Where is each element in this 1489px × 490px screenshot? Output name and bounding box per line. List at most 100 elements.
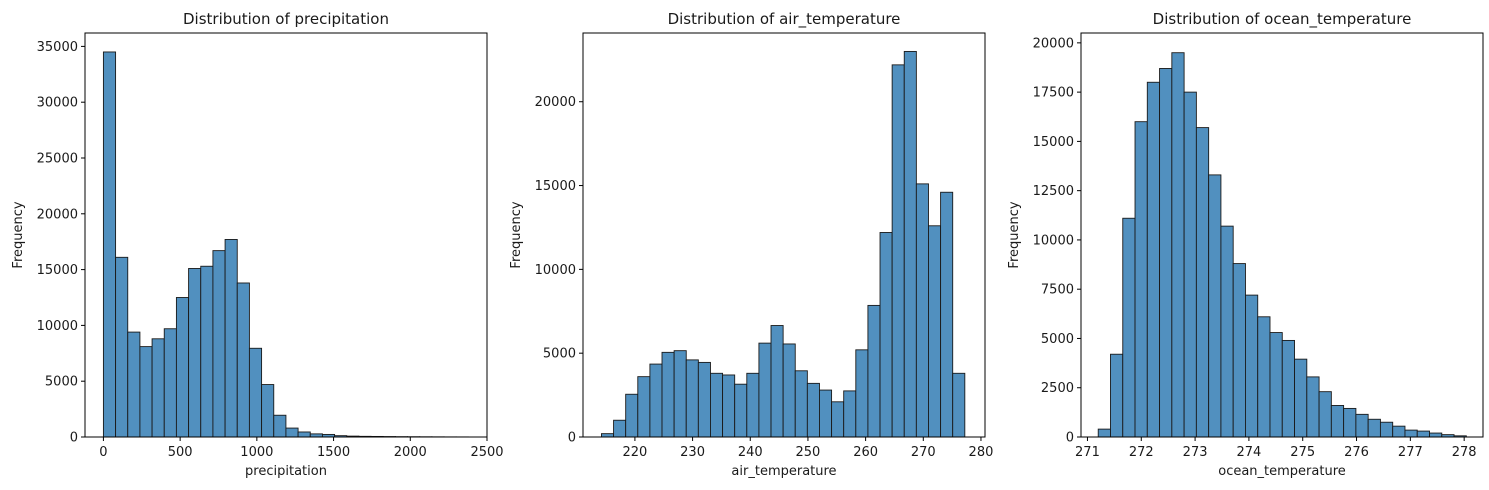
y-tick-label: 10000 <box>535 263 576 278</box>
ocean-temperature-histogram: 271 272 273 274 275 276 277 278 0 2500 5000 7500 100… <box>1007 10 1484 479</box>
x-tick-label: 230 <box>680 445 705 460</box>
histogram-bar <box>1245 294 1259 438</box>
y-tick-label: 5000 <box>1041 332 1074 347</box>
histogram-bar <box>115 256 129 438</box>
axes-frame <box>1080 32 1484 438</box>
histogram-bar <box>1171 52 1185 438</box>
histogram-bar <box>1134 121 1148 438</box>
histogram-bar <box>794 370 808 438</box>
y-tick-label: 0 <box>70 431 78 446</box>
histogram-bar <box>661 351 675 438</box>
histogram-bar <box>697 361 711 438</box>
x-tick-label: 220 <box>622 445 647 460</box>
x-tick-label: 274 <box>1236 445 1261 460</box>
histogram-bar <box>903 50 917 438</box>
y-tick-label: 20000 <box>535 95 576 110</box>
histogram-bar <box>1367 418 1381 438</box>
x-axis-label: air_temperature <box>731 464 836 479</box>
histogram-bar <box>1159 68 1173 438</box>
histogram-bar <box>1183 91 1197 438</box>
y-tick-label: 7500 <box>1041 283 1074 298</box>
histogram-bar <box>867 304 881 438</box>
histogram-bar <box>891 64 905 438</box>
histogram-bar <box>770 325 784 438</box>
histogram-bar <box>649 363 663 438</box>
histogram-bar <box>758 342 772 438</box>
histogram-bar <box>1208 174 1222 438</box>
histogram-bar <box>710 372 724 438</box>
air-temperature-histogram: 220 230 240 250 260 270 280 0 5000 10000 15000 2000… <box>509 10 993 479</box>
histogram-bar <box>224 239 238 438</box>
x-tick-label: 272 <box>1129 445 1154 460</box>
y-tick-label: 5000 <box>543 347 576 362</box>
histogram-bar <box>1318 391 1332 438</box>
histogram-bar <box>1416 430 1430 438</box>
y-axis-label: Frequency <box>11 201 26 268</box>
y-tick-label: 10000 <box>37 319 78 334</box>
histogram-bar <box>819 389 833 438</box>
y-tick-label: 15000 <box>1033 135 1074 150</box>
y-tick-label: 25000 <box>37 151 78 166</box>
axes-frame <box>582 32 986 438</box>
histogram-bar <box>879 232 893 438</box>
histogram-bar <box>285 427 299 438</box>
x-tick-label: 277 <box>1398 445 1423 460</box>
x-tick-label: 0 <box>99 445 107 460</box>
x-tick-label: 260 <box>853 445 878 460</box>
histogram-bar <box>273 414 287 438</box>
histogram-bar <box>188 268 202 438</box>
y-axis-label: Frequency <box>509 201 524 268</box>
histogram-bar <box>806 382 820 438</box>
precipitation-histogram: 0 500 1000 1500 2000 250005000100001500020000… <box>11 10 504 479</box>
histogram-bar <box>625 393 639 438</box>
y-tick-label: 12500 <box>1033 184 1074 199</box>
histogram-bar <box>1122 217 1136 438</box>
histogram-bar <box>1110 353 1124 438</box>
y-tick-label: 20000 <box>1033 36 1074 51</box>
chart-title: Distribution of precipitation <box>183 10 389 28</box>
histogram-bar <box>1330 405 1345 438</box>
histogram-bar <box>1306 376 1320 438</box>
y-tick-label: 10000 <box>1033 233 1074 248</box>
y-tick-label: 15000 <box>535 179 576 194</box>
histogram-bar <box>261 384 275 438</box>
x-tick-label: 250 <box>796 445 821 460</box>
y-tick-label: 5000 <box>45 375 78 390</box>
histogram-bar <box>1232 263 1246 438</box>
histogram-bar <box>1195 127 1210 438</box>
histogram-bar <box>1257 316 1271 438</box>
histogram-bar <box>940 191 954 438</box>
histogram-bar <box>212 250 226 438</box>
x-tick-label: 1000 <box>240 445 273 460</box>
histogram-bar <box>1355 413 1369 438</box>
y-tick-label: 20000 <box>37 207 78 222</box>
histogram-bar <box>601 433 615 438</box>
histogram-bar <box>855 349 869 438</box>
histogram-bar <box>782 343 796 438</box>
histogram-bar <box>139 346 153 438</box>
y-tick-label: 30000 <box>37 96 78 111</box>
histogram-bar <box>734 383 748 438</box>
x-tick-label: 270 <box>911 445 936 460</box>
x-tick-label: 240 <box>738 445 763 460</box>
histogram-bar <box>673 350 687 438</box>
y-tick-label: 0 <box>1066 431 1074 446</box>
y-tick-label: 2500 <box>1041 381 1074 396</box>
x-tick-label: 276 <box>1344 445 1369 460</box>
y-tick-label: 35000 <box>37 40 78 55</box>
histogram-bar <box>236 282 250 438</box>
x-tick-label: 278 <box>1452 445 1477 460</box>
histogram-bar <box>746 372 760 438</box>
x-tick-label: 2500 <box>470 445 503 460</box>
histogram-bar <box>843 390 857 438</box>
histogram-bar <box>200 265 214 438</box>
chart-title: Distribution of ocean_temperature <box>1153 10 1412 29</box>
x-tick-label: 500 <box>168 445 193 460</box>
y-tick-label: 17500 <box>1033 86 1074 101</box>
histogram-bar <box>151 338 165 438</box>
chart-title: Distribution of air_temperature <box>668 10 901 29</box>
histogram-bar <box>163 328 177 438</box>
histogram-bar <box>248 347 263 438</box>
histogram-bar <box>685 359 699 438</box>
